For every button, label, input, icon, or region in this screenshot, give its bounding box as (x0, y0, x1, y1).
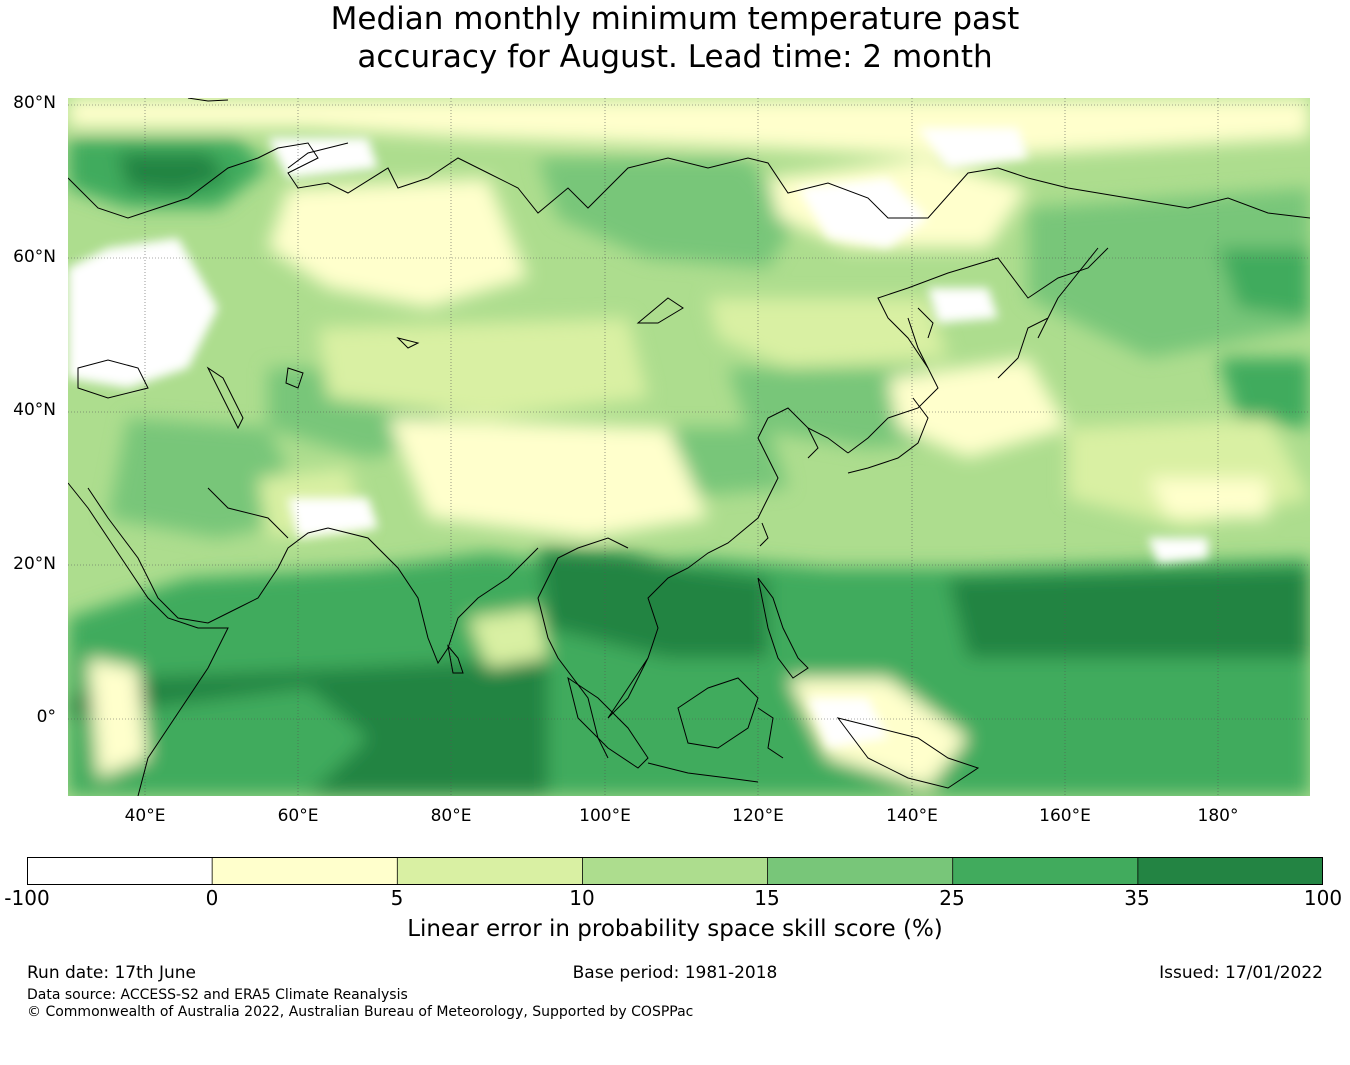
no-skill-areas (68, 128, 1208, 748)
lon-label-100e: 100°E (579, 806, 631, 826)
lon-label-40e: 40°E (124, 806, 166, 826)
colorbar-tick-0: 0 (205, 886, 219, 910)
chart-title: Median monthly minimum temperature past … (0, 0, 1350, 76)
colorbar-swatch--100-to-0 (27, 857, 213, 885)
colorbar-swatches (27, 857, 1323, 885)
lat-label-80n: 80°N (13, 93, 56, 113)
colorbar-swatch-15-to-25 (767, 857, 954, 885)
base-period: Base period: 1981-2018 (572, 963, 778, 983)
lat-label-60n: 60°N (13, 247, 56, 267)
issued-date: Issued: 17/01/2022 (1159, 963, 1323, 983)
colorbar-label: Linear error in probability space skill … (407, 916, 943, 942)
lon-label-180: 180° (1197, 806, 1239, 826)
data-source: Data source: ACCESS-S2 and ERA5 Climate … (27, 987, 408, 1003)
colorbar-swatch-35-to-100 (1137, 857, 1323, 885)
colorbar-swatch-5-to-10 (397, 857, 583, 885)
colorbar-tick-5: 5 (390, 886, 404, 910)
coastlines (68, 98, 1310, 796)
map-canvas (68, 98, 1310, 796)
colorbar-tick-25: 25 (939, 886, 965, 910)
title-line-2: accuracy for August. Lead time: 2 month (357, 39, 993, 75)
lat-label-equator: 0° (36, 707, 56, 727)
colorbar-tick-15: 15 (754, 886, 780, 910)
lat-label-20n: 20°N (13, 554, 56, 574)
colorbar-swatch-10-to-15 (582, 857, 769, 885)
colorbar-tick-35: 35 (1124, 886, 1150, 910)
lon-label-140e: 140°E (886, 806, 938, 826)
colorbar-border (27, 857, 1323, 885)
colorbar-swatch-0-to-5 (212, 857, 398, 885)
lat-label-40n: 40°N (13, 400, 56, 420)
lon-label-160e: 160°E (1039, 806, 1091, 826)
colorbar-tick-100: 100 (1303, 886, 1343, 910)
colorbar-swatch-25-to-35 (952, 857, 1139, 885)
skill-map (68, 98, 1310, 796)
copyright: © Commonwealth of Australia 2022, Austra… (27, 1004, 694, 1020)
colorbar-tick-neg100: -100 (4, 886, 50, 910)
colorbar (27, 857, 1323, 885)
lon-label-120e: 120°E (732, 806, 784, 826)
run-date: Run date: 17th June (27, 963, 196, 983)
lon-label-60e: 60°E (277, 806, 319, 826)
lon-label-80e: 80°E (430, 806, 472, 826)
colorbar-tick-10: 10 (569, 886, 595, 910)
title-line-1: Median monthly minimum temperature past (330, 1, 1020, 37)
